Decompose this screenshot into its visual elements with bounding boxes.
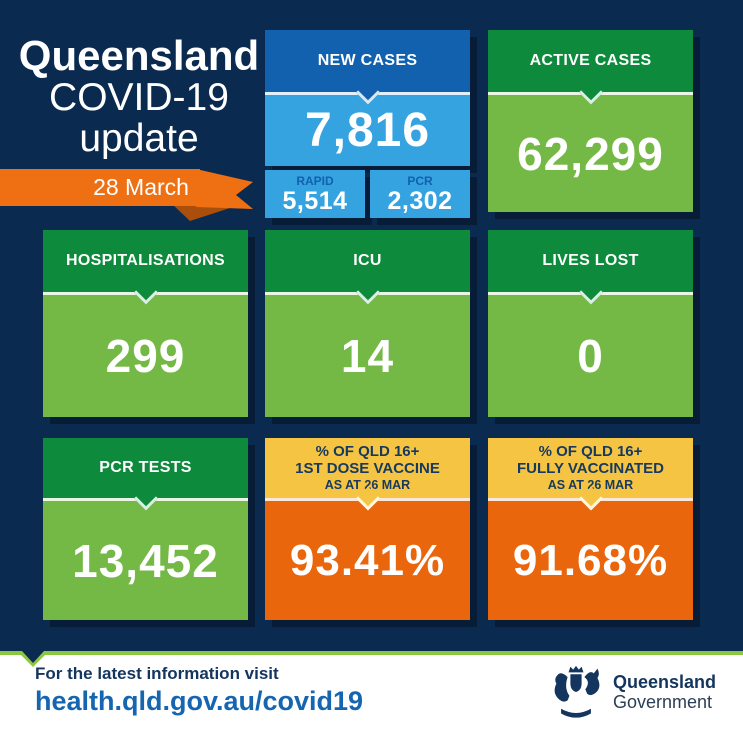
date-ribbon-shape — [0, 169, 253, 221]
gov-logo-queensland: Queensland — [613, 672, 717, 692]
active-cases-body: 62,299 — [488, 80, 693, 212]
title-line-queensland: Queensland — [18, 32, 260, 79]
icu-value: 14 — [340, 330, 395, 382]
first-dose-value: 93.41% — [289, 535, 446, 585]
active-cases-label: ACTIVE CASES — [529, 52, 652, 69]
pcr-tests-body: 13,452 — [43, 486, 248, 620]
fully-vaccinated-label-line1: % OF QLD 16+ — [538, 443, 643, 461]
first-dose-body: 93.41% — [265, 486, 470, 620]
new-cases-breakdown: RAPID 5,514 PCR 2,302 — [265, 170, 470, 218]
queensland-government-logo: Queensland Government — [548, 665, 716, 719]
footer-url: health.qld.gov.au/covid19 — [35, 686, 364, 716]
fully-vaccinated-value: 91.68% — [512, 535, 669, 585]
gov-logo-government: Government — [613, 692, 713, 712]
pcr-sub-card: PCR 2,302 — [370, 170, 470, 218]
new-cases-body: 7,816 — [265, 80, 470, 166]
new-cases-value: 7,816 — [304, 104, 431, 157]
title-line-update: update — [79, 117, 199, 161]
card-active-cases: ACTIVE CASES 62,299 — [488, 30, 693, 212]
hospitalisations-value: 299 — [105, 330, 186, 382]
card-new-cases: NEW CASES 7,816 RAPID 5,514 PCR 2,302 — [265, 30, 470, 218]
card-fully-vaccinated: % OF QLD 16+ FULLY VACCINATED AS AT 26 M… — [488, 438, 693, 620]
footer-chevron-icon — [22, 651, 44, 663]
icu-label: ICU — [353, 252, 382, 269]
coat-of-arms-icon — [554, 665, 600, 718]
lives-lost-label: LIVES LOST — [542, 252, 639, 269]
card-pcr-tests: PCR TESTS 13,452 — [43, 438, 248, 620]
active-cases-value: 62,299 — [517, 127, 664, 180]
fully-vaccinated-label-line3: AS AT 26 MAR — [547, 477, 634, 492]
rapid-value: 5,514 — [282, 186, 348, 215]
rapid-sub-card: RAPID 5,514 — [265, 170, 365, 218]
hospitalisations-header: HOSPITALISATIONS — [43, 230, 248, 292]
lives-lost-body: 0 — [488, 280, 693, 417]
title-line-covid19: COVID-19 — [49, 76, 229, 120]
gov-logo-text: Queensland Government — [613, 672, 716, 712]
hospitalisations-label: HOSPITALISATIONS — [66, 252, 225, 269]
card-icu: ICU 14 — [265, 230, 470, 417]
icu-body: 14 — [265, 280, 470, 417]
footer-band — [0, 655, 743, 729]
new-cases-label: NEW CASES — [317, 52, 418, 69]
first-dose-label-line1: % OF QLD 16+ — [315, 443, 420, 461]
footer-info-text: For the latest information visit — [35, 664, 279, 683]
footer-text-block: For the latest information visit health.… — [35, 663, 363, 717]
card-first-dose-vaccine: % OF QLD 16+ 1ST DOSE VACCINE AS AT 26 M… — [265, 438, 470, 620]
card-lives-lost: LIVES LOST 0 — [488, 230, 693, 417]
first-dose-header: % OF QLD 16+ 1ST DOSE VACCINE AS AT 26 M… — [265, 438, 470, 498]
first-dose-label-line2: 1ST DOSE VACCINE — [295, 460, 440, 477]
hospitalisations-body: 299 — [43, 280, 248, 417]
page-title: Queensland COVID-19 update — [0, 32, 278, 161]
footer-divider-line — [0, 651, 743, 655]
fully-vaccinated-label-line2: FULLY VACCINATED — [517, 460, 664, 477]
lives-lost-value: 0 — [577, 330, 604, 382]
pcr-tests-value: 13,452 — [72, 534, 219, 587]
date-label: 28 March — [93, 174, 189, 200]
card-hospitalisations: HOSPITALISATIONS 299 — [43, 230, 248, 417]
pcr-value: 2,302 — [387, 186, 453, 215]
fully-vaccinated-body: 91.68% — [488, 486, 693, 620]
rapid-label: RAPID — [296, 173, 334, 188]
pcr-label: PCR — [407, 173, 433, 188]
first-dose-label-line3: AS AT 26 MAR — [324, 477, 411, 492]
pcr-tests-label: PCR TESTS — [99, 459, 192, 476]
